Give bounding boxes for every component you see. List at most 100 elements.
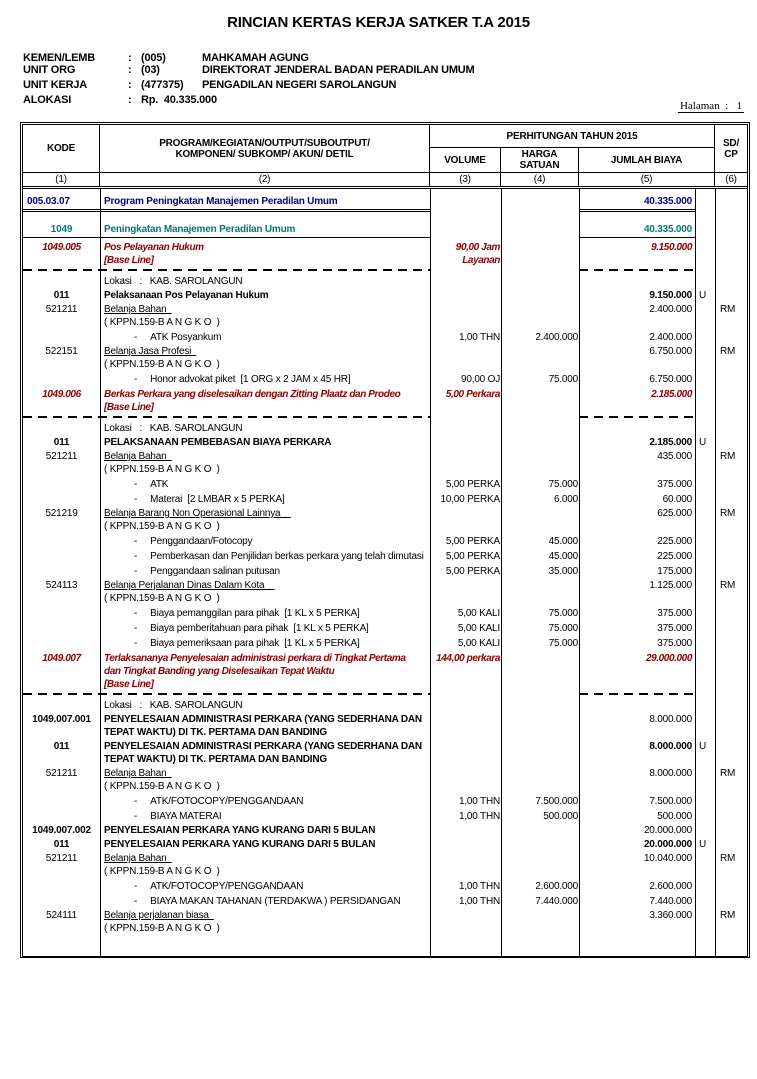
cell-jumlah-biaya: 8.000.000 bbox=[649, 768, 692, 779]
cell-jumlah-biaya: 175.000 bbox=[657, 566, 692, 577]
volume-line: 144,00 perkara bbox=[436, 653, 500, 664]
cell-volume: 5,00 PERKA bbox=[430, 565, 501, 578]
table-row: Lokasi : KAB. SAROLANGUN bbox=[23, 275, 747, 288]
volume-line: 1,00 THN bbox=[458, 332, 500, 343]
desc-line: [Base Line] bbox=[104, 255, 154, 266]
cell-u-flag bbox=[695, 652, 715, 691]
cell-desc: Berkas Perkara yang diselesaikan dengan … bbox=[100, 388, 430, 414]
cell-u-flag bbox=[695, 607, 715, 620]
detail-text: Pemberkasan dan Penjilidan berkas perkar… bbox=[150, 551, 424, 562]
desc-line: TEPAT WAKTU) DI TK. PERTAMA DAN BANDING bbox=[104, 754, 327, 765]
meta-block: KEMEN/LEMB : (005) MAHKAMAH AGUNG UNIT O… bbox=[23, 52, 475, 106]
cell-sdcp bbox=[715, 740, 747, 766]
cell-kode bbox=[23, 795, 100, 808]
cell-sdcp: RM bbox=[720, 508, 736, 519]
cell-harga-satuan: 7.500.000 bbox=[535, 796, 578, 807]
desc-line: Belanja perjalanan biasa bbox=[104, 910, 214, 921]
cell-kode bbox=[23, 895, 100, 908]
col-header-program-line1: PROGRAM/KEGIATAN/OUTPUT/SUBOUTPUT/ bbox=[159, 137, 370, 149]
volume-line: 90,00 Jam bbox=[455, 242, 501, 253]
table-row: 1049.005 Pos Pelayanan Hukum [Base Line] 90… bbox=[23, 241, 747, 267]
cell-harga-satuan bbox=[501, 767, 579, 793]
cell-u-flag bbox=[695, 331, 715, 344]
cell-jumlah-biaya: 8.000.000 bbox=[649, 714, 692, 725]
desc-line: Pelaksanaan Pos Pelayanan Hukum bbox=[104, 290, 269, 301]
desc-line: TEPAT WAKTU) DI TK. PERTAMA DAN BANDING bbox=[104, 727, 327, 738]
volume-line: 1,00 THN bbox=[458, 881, 500, 892]
volume-line: 5,00 KALI bbox=[457, 638, 500, 649]
cell-kode bbox=[23, 607, 100, 620]
detail-text: Biaya pemeriksaan para pihak [1 KL x 5 P… bbox=[150, 638, 360, 649]
cell-harga-satuan: 500.000 bbox=[543, 811, 578, 822]
cell-jumlah-biaya bbox=[579, 422, 695, 435]
cell-jumlah-biaya: 375.000 bbox=[657, 479, 692, 490]
cell-desc: - Penggandaan salinan putusan bbox=[100, 565, 430, 578]
cell-jumlah-biaya: 9.150.000 bbox=[651, 242, 692, 253]
cell-sdcp bbox=[715, 895, 747, 908]
desc-line: Pos Pelayanan Hukum bbox=[104, 242, 204, 253]
cell-sdcp bbox=[715, 713, 747, 739]
cell-jumlah-biaya: 225.000 bbox=[657, 536, 692, 547]
cell-volume bbox=[430, 579, 501, 605]
rule-segment bbox=[23, 209, 430, 212]
table-row: - ATK/FOTOCOPY/PENGGANDAAN 1,00 THN 7.500.0… bbox=[23, 795, 747, 808]
cell-sdcp bbox=[715, 795, 747, 808]
table-vline bbox=[430, 189, 431, 956]
cell-harga-satuan bbox=[501, 699, 579, 712]
detail-text: ATK bbox=[150, 479, 169, 490]
desc-line: Lokasi : KAB. SAROLANGUN bbox=[104, 423, 243, 434]
meta-label: KEMEN/LEMB bbox=[23, 52, 95, 64]
desc-line: Program Peningkatan Manajemen Peradilan … bbox=[104, 196, 338, 207]
desc-line: PELAKSANAAN PEMBEBASAN BIAYA PERKARA bbox=[104, 437, 332, 448]
cell-volume: 90,00 OJ bbox=[430, 373, 501, 386]
cell-harga-satuan bbox=[501, 195, 579, 208]
cell-u-flag bbox=[695, 223, 715, 236]
detail-text: Biaya pemanggilan para pihak [1 KL x 5 P… bbox=[150, 608, 360, 619]
cell-kode bbox=[23, 810, 100, 823]
cell-jumlah-biaya: 2.400.000 bbox=[649, 332, 692, 343]
kppn-line: ( KPPN.159-B A N G K O ) bbox=[104, 781, 220, 792]
kppn-line: ( KPPN.159-B A N G K O ) bbox=[104, 359, 220, 370]
cell-volume bbox=[430, 345, 501, 371]
detail-text: ATK/FOTOCOPY/PENGGANDAAN bbox=[150, 881, 304, 892]
detail-bullet: - bbox=[134, 608, 138, 619]
cell-u-flag bbox=[695, 565, 715, 578]
cell-jumlah-biaya: 375.000 bbox=[657, 623, 692, 634]
cell-kode bbox=[23, 478, 100, 491]
cell-kode bbox=[23, 637, 100, 650]
rule-row bbox=[23, 414, 747, 420]
cell-jumlah-biaya: 9.150.000 bbox=[649, 290, 692, 301]
meta-label: UNIT ORG bbox=[23, 64, 76, 76]
cell-desc: Belanja Jasa Profesi ( KPPN.159-B A N G … bbox=[100, 345, 430, 371]
cell-desc: Peningkatan Manajemen Peradilan Umum bbox=[100, 223, 430, 236]
cell-volume: 5,00 PERKA bbox=[430, 478, 501, 491]
rule-segment bbox=[579, 693, 695, 695]
cell-kode: 522151 bbox=[45, 346, 78, 357]
cell-kode: 011 bbox=[53, 290, 70, 301]
cell-volume bbox=[430, 507, 501, 533]
meta-colon: : bbox=[128, 79, 132, 91]
cell-jumlah-biaya: 40.335.000 bbox=[643, 196, 692, 207]
table-row: 1049 Peningkatan Manajemen Peradilan Umum… bbox=[23, 223, 747, 236]
rule-segment bbox=[579, 416, 695, 418]
detail-bullet: - bbox=[134, 551, 138, 562]
rule-row bbox=[23, 236, 747, 239]
cell-jumlah-biaya: 3.360.000 bbox=[649, 910, 692, 921]
cell-harga-satuan: 75.000 bbox=[548, 608, 579, 619]
detail-text: ATK Posyankum bbox=[150, 332, 222, 343]
col-header-perhitungan: PERHITUNGAN TAHUN 2015 bbox=[430, 125, 715, 148]
cell-u-flag bbox=[695, 195, 715, 208]
cell-u-flag: U bbox=[699, 741, 707, 752]
table-row: - BIAYA MATERAI 1,00 THN 500.000 500.000 bbox=[23, 810, 747, 823]
cell-kode bbox=[23, 550, 100, 563]
cell-volume bbox=[430, 713, 501, 739]
desc-line: Belanja Bahan bbox=[104, 304, 172, 315]
cell-desc: PENYELESAIAN PERKARA YANG KURANG DARI 5 … bbox=[100, 824, 430, 837]
cell-harga-satuan: 6.000 bbox=[553, 494, 578, 505]
table-vline bbox=[715, 189, 716, 956]
desc-line: Lokasi : KAB. SAROLANGUN bbox=[104, 700, 243, 711]
table-vline bbox=[501, 189, 502, 956]
cell-kode: 1049 bbox=[50, 224, 73, 235]
cell-sdcp bbox=[715, 550, 747, 563]
cell-harga-satuan: 45.000 bbox=[548, 551, 579, 562]
